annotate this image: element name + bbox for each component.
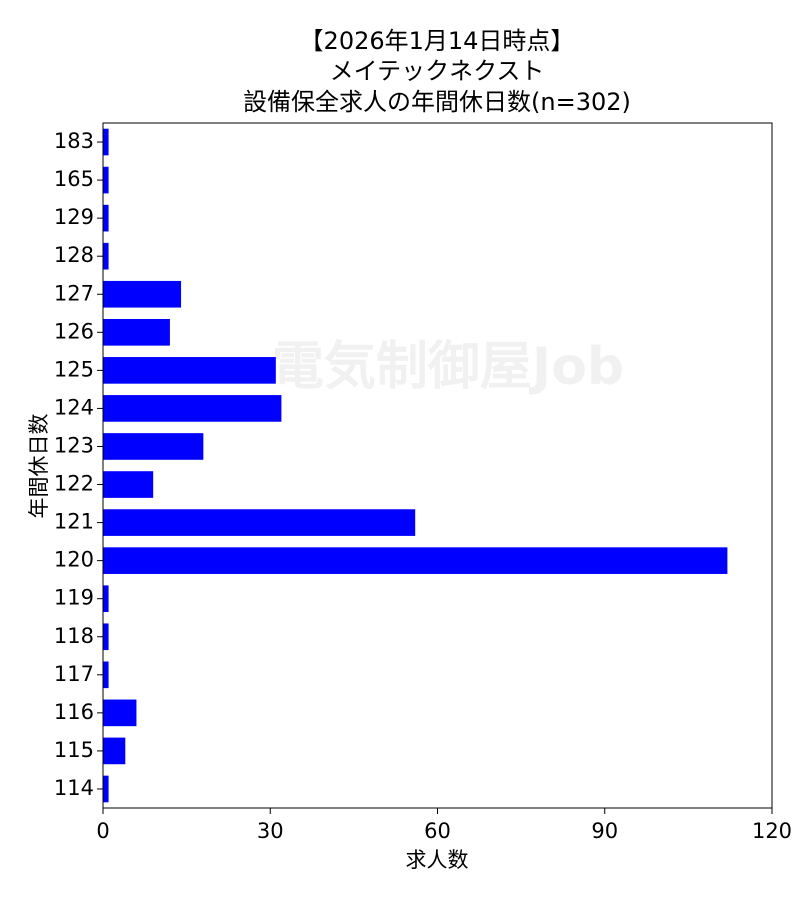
y-tick-label: 115 [54,738,94,762]
bar [103,318,170,346]
bar [103,395,282,422]
y-tick-label: 125 [54,357,94,381]
bar [103,661,109,689]
bar [103,433,204,460]
y-tick-label: 183 [54,129,94,153]
bar [103,166,109,194]
bar [103,547,728,574]
bar [103,509,416,536]
y-tick-label: 116 [54,700,94,724]
y-tick-label: 165 [54,167,94,191]
x-tick-label: 90 [591,819,618,843]
y-tick-label: 117 [54,662,94,686]
x-tick-label: 0 [96,819,109,843]
x-tick-label: 30 [257,819,284,843]
plot-frame [102,122,773,809]
y-tick-label: 120 [54,548,94,572]
y-tick-label: 122 [54,472,94,496]
y-tick-label: 121 [54,510,94,534]
bar [103,623,109,651]
y-axis-label: 年間休日数 [27,414,51,519]
bar [103,280,182,308]
bar [103,775,109,803]
x-tick-label: 60 [424,819,451,843]
y-tick-label: 124 [54,395,94,419]
bar [103,699,137,727]
chart-title: メイテックネクスト [330,57,545,85]
bar [103,585,109,613]
y-tick-label: 118 [54,624,94,648]
bar [103,128,109,156]
bar [103,737,126,765]
x-tick-label: 120 [752,819,792,843]
y-tick-label: 127 [54,281,94,305]
bar [103,204,109,232]
chart-title: 設備保全求人の年間休日数(n=302) [243,88,631,116]
y-tick-label: 123 [54,433,94,457]
watermark: 電気制御屋Job [272,337,624,397]
bar [103,242,109,270]
x-axis-label: 求人数 [406,848,469,872]
y-tick-label: 119 [54,586,94,610]
chart-title: 【2026年1月14日時点】 [300,27,575,55]
y-tick-label: 128 [54,243,94,267]
y-tick-label: 114 [54,776,94,800]
bar [103,357,276,384]
bar [103,471,154,498]
y-tick-label: 126 [54,319,94,343]
y-tick-label: 129 [54,205,94,229]
